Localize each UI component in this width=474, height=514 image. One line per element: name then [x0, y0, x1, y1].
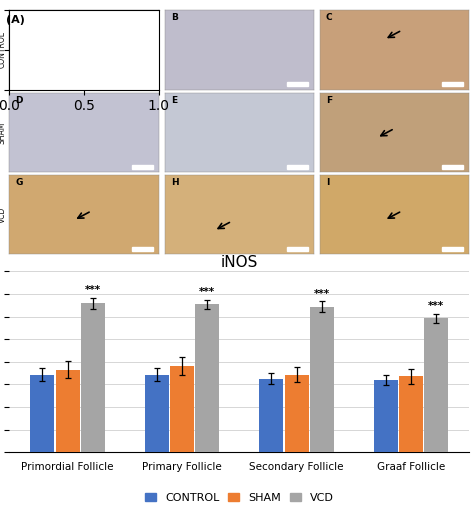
Bar — [132, 165, 153, 169]
Bar — [30, 375, 55, 452]
Y-axis label: CONTROL: CONTROL — [0, 31, 7, 68]
Text: ***: *** — [199, 287, 215, 297]
Text: I: I — [326, 178, 329, 187]
Y-axis label: VCD: VCD — [0, 207, 7, 223]
Bar — [170, 366, 194, 452]
Text: (A): (A) — [6, 15, 25, 25]
Bar — [132, 82, 153, 86]
Bar — [287, 247, 308, 251]
Text: G: G — [16, 178, 23, 187]
Bar — [195, 304, 219, 452]
Text: D: D — [16, 96, 23, 105]
Bar — [287, 165, 308, 169]
Bar — [399, 376, 423, 452]
Bar — [145, 375, 169, 452]
Bar — [287, 82, 308, 86]
Bar — [442, 247, 463, 251]
Text: H: H — [171, 178, 178, 187]
Text: ***: *** — [314, 288, 330, 299]
Bar — [374, 380, 398, 452]
Text: B: B — [171, 13, 178, 23]
Text: F: F — [326, 96, 332, 105]
Y-axis label: SHAM: SHAM — [0, 121, 7, 143]
Bar — [284, 375, 309, 452]
Text: ***: *** — [85, 285, 101, 295]
Legend: CONTROL, SHAM, VCD: CONTROL, SHAM, VCD — [143, 490, 336, 505]
Bar — [259, 379, 283, 452]
Text: A: A — [16, 13, 22, 23]
Bar — [442, 165, 463, 169]
Bar — [424, 318, 448, 452]
Bar — [81, 303, 105, 452]
Bar — [55, 370, 80, 452]
Title: iNOS: iNOS — [221, 255, 258, 270]
Bar — [442, 82, 463, 86]
Text: C: C — [326, 13, 333, 23]
Bar — [310, 307, 334, 452]
Text: E: E — [171, 96, 177, 105]
Text: ***: *** — [428, 301, 445, 311]
Bar — [132, 247, 153, 251]
